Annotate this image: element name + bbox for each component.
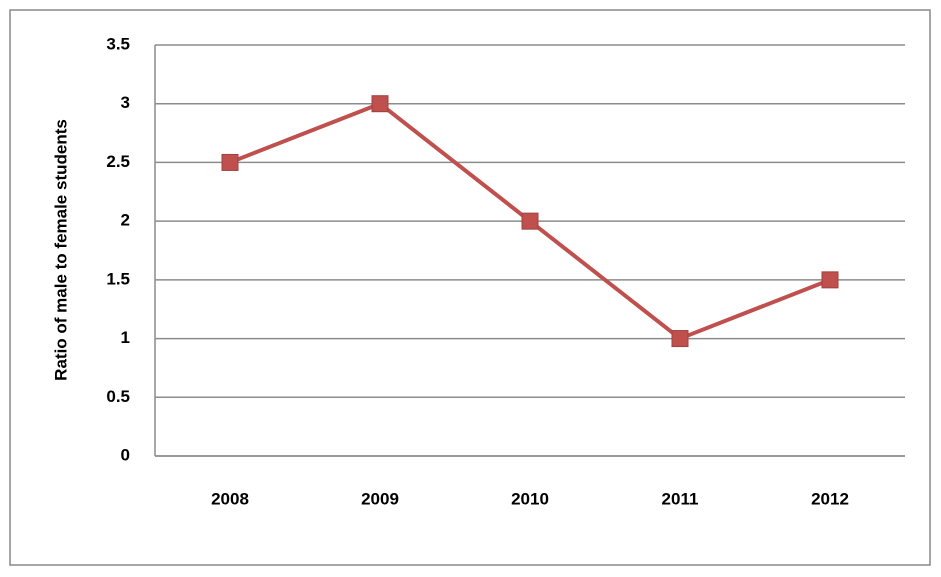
- x-tick-label: 2012: [811, 489, 849, 508]
- y-axis-label: Ratio of male to female students: [51, 119, 70, 381]
- y-tick-label: 0.5: [106, 387, 130, 406]
- y-tick-label: 1: [121, 328, 130, 347]
- x-tick-label: 2009: [361, 489, 399, 508]
- data-marker: [371, 95, 389, 113]
- y-tick-label: 2: [121, 211, 130, 230]
- data-marker: [521, 212, 539, 230]
- x-tick-label: 2011: [662, 489, 699, 508]
- y-tick-label: 2.5: [106, 152, 130, 171]
- y-tick-label: 1.5: [106, 269, 130, 288]
- y-tick-label: 3.5: [106, 34, 130, 53]
- data-marker: [821, 271, 839, 289]
- x-tick-label: 2008: [211, 489, 249, 508]
- data-marker: [671, 330, 689, 348]
- x-tick-label: 2010: [511, 489, 549, 508]
- chart-frame: [9, 9, 931, 566]
- data-marker: [221, 153, 239, 171]
- y-tick-label: 3: [121, 93, 130, 112]
- y-tick-label: 0: [121, 445, 130, 464]
